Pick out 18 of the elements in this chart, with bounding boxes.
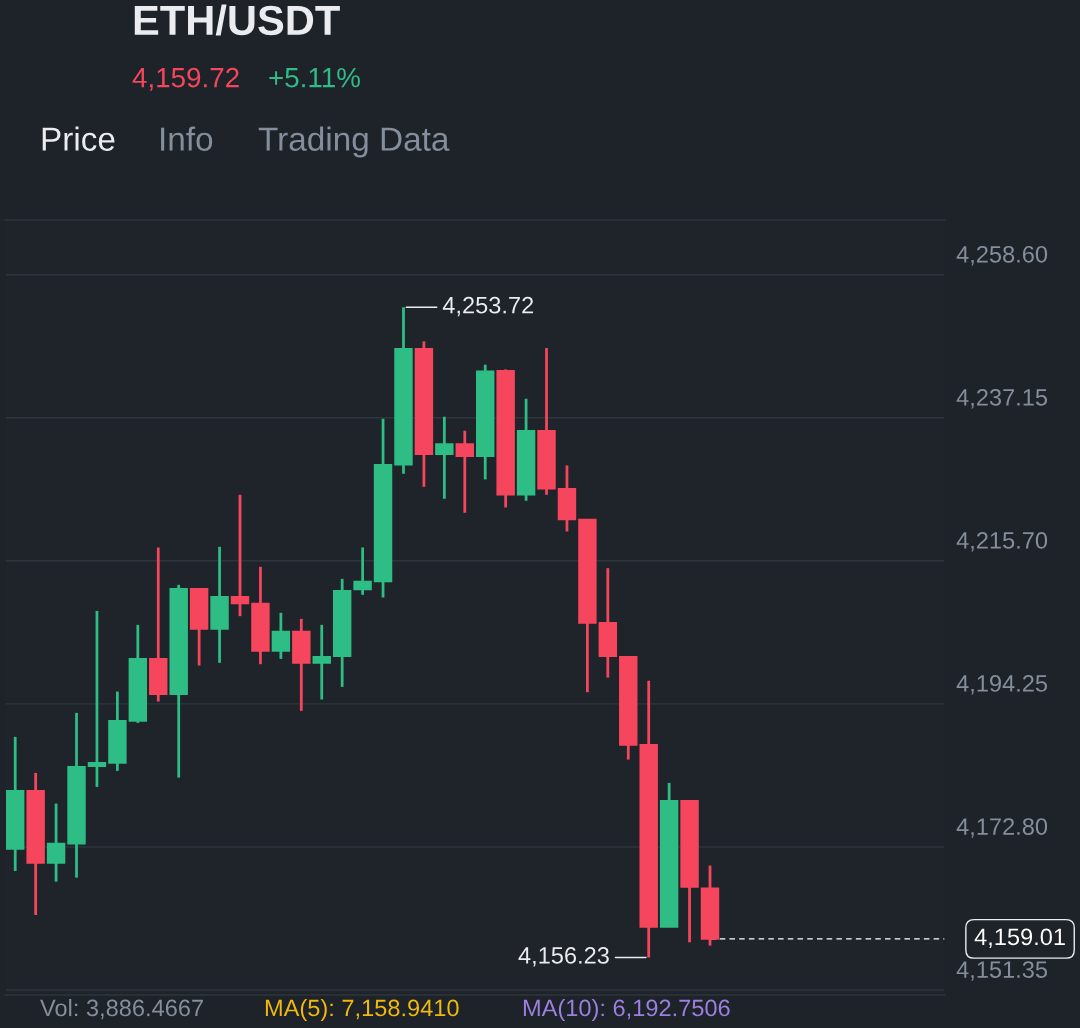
text: MA(5): 7,158.9410 (265, 998, 459, 1021)
text: Info (161, 126, 213, 151)
y-tick-label: 4,258.60 (956, 245, 1048, 266)
y-tick-label: 4,215.70 (956, 532, 1048, 552)
text: MA(10): 6,192.7506 (523, 998, 730, 1021)
annotation: 4,156.23 (518, 947, 609, 967)
text: Trading Data (258, 126, 450, 158)
y-tick-label: 4,194.25 (956, 675, 1048, 695)
y-tick-label: 4,237.15 (956, 388, 1048, 409)
text: +5.11% (269, 67, 360, 88)
ref-line-label: 4,159.01 (974, 928, 1065, 949)
y-tick-label: 4,172.80 (956, 818, 1048, 838)
chart-title: ETH/USDT (134, 4, 340, 36)
y-tick-label: 4,151.35 (956, 961, 1048, 981)
text: Vol: 3,886.4667 (40, 998, 203, 1020)
annotation: 4,253.72 (442, 296, 534, 317)
text: Price (42, 126, 115, 151)
text: 4,159.72 (132, 67, 239, 91)
